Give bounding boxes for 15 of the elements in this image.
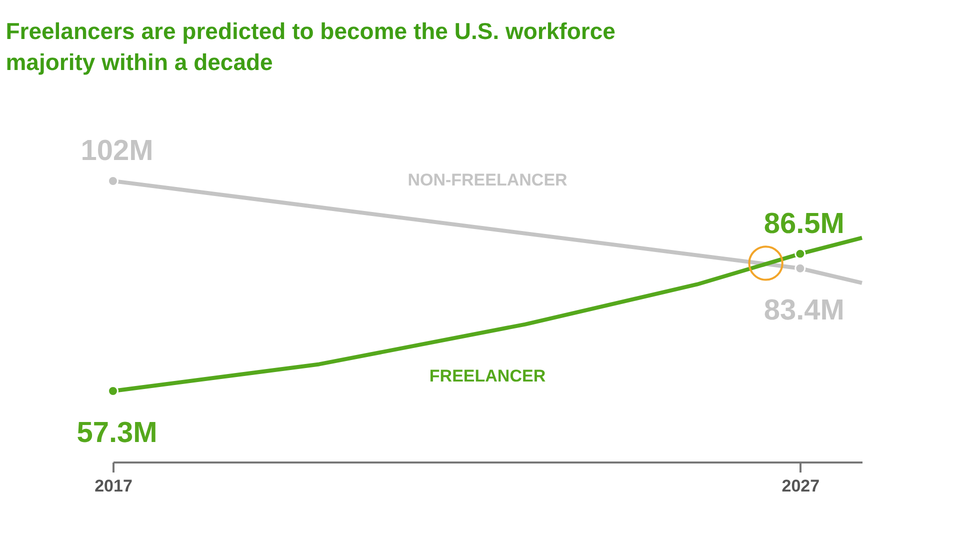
data-label: 83.4M [764,294,844,326]
x-tick-label: 2027 [782,476,820,496]
point [108,386,118,396]
point [794,248,806,260]
point [794,262,806,274]
point [748,246,784,281]
text: Freelancers are predicted to become the U.S. workforce [6,18,616,44]
data-label: 86.5M [764,208,844,240]
text: majority within a decade [6,49,273,75]
point [108,176,118,186]
data-label: 102M [80,135,154,167]
series-label: NON-FREELANCER [408,170,568,190]
data-label: 57.3M [76,417,158,449]
series-label: FREELANCER [429,366,546,386]
x-tick-label: 2017 [94,476,132,496]
